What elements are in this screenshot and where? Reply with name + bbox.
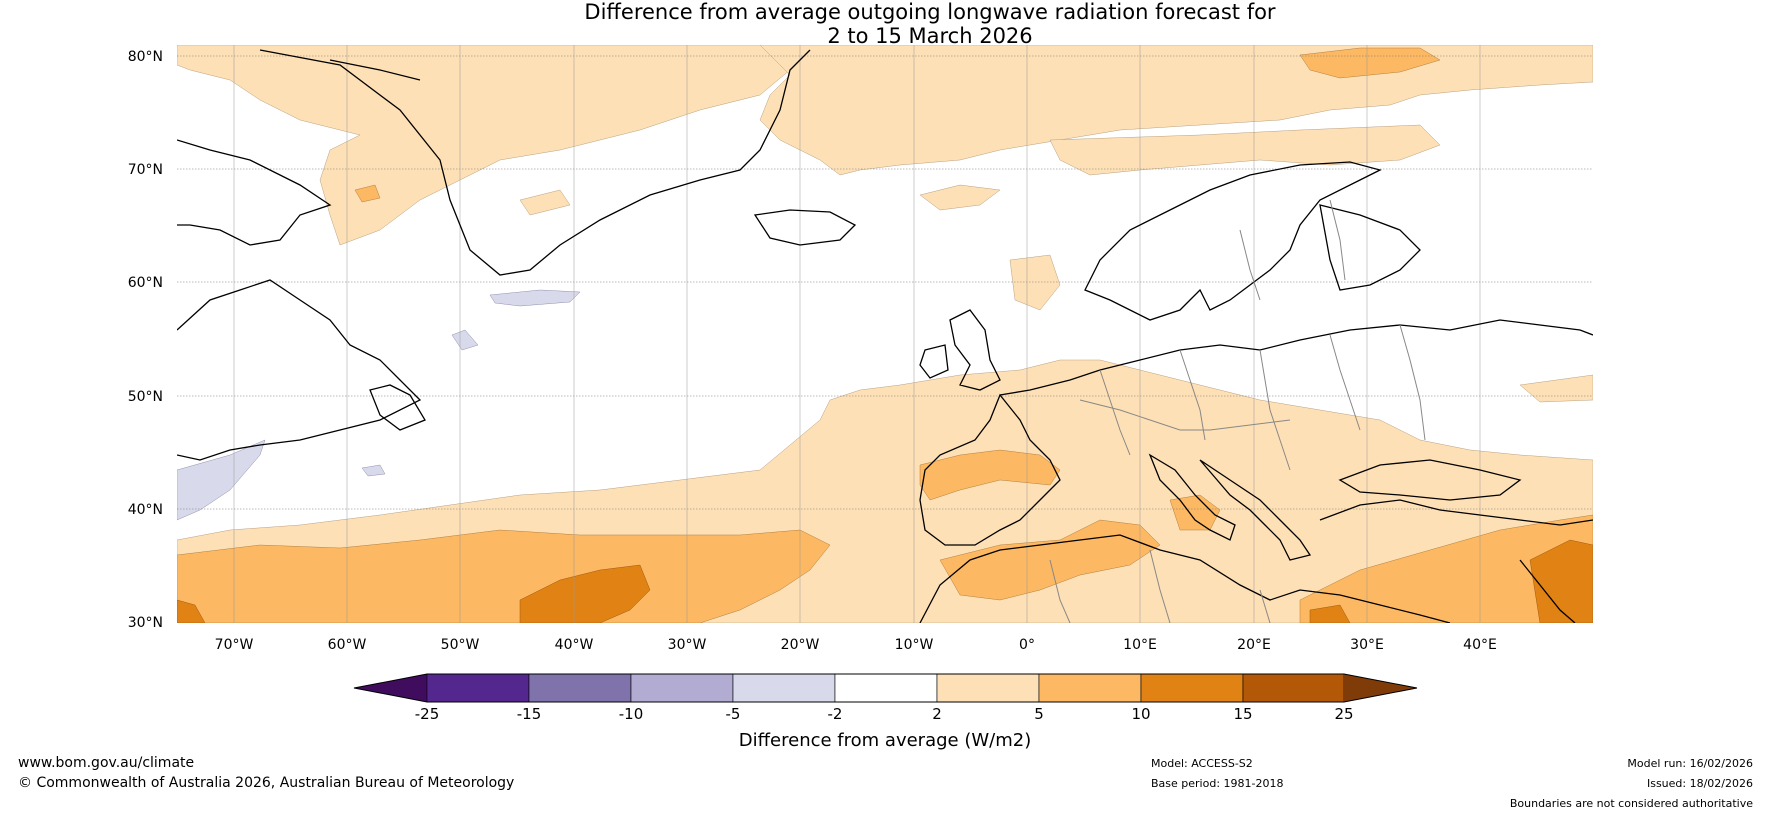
- anomaly-region-dark-atlantic: [519, 564, 651, 623]
- model-text: Model: ACCESS-S2: [1151, 757, 1253, 770]
- lat-label: 40°N: [128, 502, 163, 518]
- anomaly-region-negative-4: [361, 464, 386, 477]
- coast-italy: [1148, 453, 1236, 541]
- website-link[interactable]: www.bom.gov.au/climate: [18, 755, 195, 771]
- gridlines: [177, 55, 1593, 510]
- lat-label: 80°N: [128, 49, 163, 65]
- coast-turkey: [1319, 499, 1593, 526]
- lon-label: 0°: [1019, 637, 1035, 653]
- colorbar: [353, 673, 1418, 703]
- colorbar-tick-label: -15: [517, 705, 542, 723]
- coast-britain: [919, 309, 1001, 391]
- anomaly-region-small-2: [1009, 254, 1061, 311]
- issued-text: Issued: 18/02/2026: [1646, 777, 1753, 790]
- chart-title: Difference from average outgoing longwav…: [230, 0, 1630, 48]
- anomaly-region-small-3: [519, 189, 571, 216]
- anomaly-region-arctic: [177, 45, 801, 246]
- colorbar-tick-label: 15: [1233, 705, 1252, 723]
- anomaly-field: [177, 45, 1593, 623]
- base-period-text: Base period: 1981-2018: [1151, 777, 1284, 790]
- colorbar-tick-label: 10: [1131, 705, 1150, 723]
- anomaly-region-negative-1: [489, 289, 581, 307]
- lon-label: 40°W: [555, 637, 594, 653]
- model-run-text: Model run: 16/02/2026: [1627, 757, 1753, 770]
- lat-label: 60°N: [128, 275, 163, 291]
- lon-label: 50°W: [441, 637, 480, 653]
- colorbar-segment: [1242, 673, 1345, 703]
- coast-finland: [1319, 204, 1421, 291]
- coast-iberia: [919, 393, 1061, 546]
- lon-label: 60°W: [328, 637, 367, 653]
- anomaly-region-dark-west: [177, 599, 206, 623]
- anomaly-region-negative-3: [177, 439, 266, 521]
- colorbar-segment: [528, 673, 632, 703]
- colorbar-title: Difference from average (W/m2): [739, 730, 1031, 751]
- anomaly-region-dark-arabia: [1529, 539, 1593, 623]
- coast-balkans-greece: [1199, 459, 1312, 561]
- lat-label: 70°N: [128, 162, 163, 178]
- colorbar-tick-label: -25: [415, 705, 440, 723]
- anomaly-region-small-1: [919, 184, 1001, 211]
- colorbar-tick-label: 2: [932, 705, 942, 723]
- coastlines: [177, 49, 1593, 623]
- coast-greenland: [259, 49, 811, 276]
- colorbar-segment: [834, 673, 938, 703]
- colorbar-segment: [732, 673, 836, 703]
- anomaly-region-negative-2: [451, 329, 479, 351]
- colorbar-tick-label: -2: [828, 705, 843, 723]
- coast-iceland: [753, 209, 857, 246]
- colorbar-outline: [353, 673, 1418, 703]
- lat-label: 30°N: [128, 615, 163, 631]
- anomaly-region-iberia: [919, 449, 1061, 501]
- coast-europe-mainland: [999, 319, 1593, 396]
- anomaly-region-arctic-east: [759, 45, 1593, 176]
- coast-north-africa: [919, 534, 1451, 623]
- country-borders: [1049, 199, 1426, 623]
- colorbar-extend-high: [1344, 674, 1417, 702]
- anomaly-region-small-4: [1519, 374, 1593, 403]
- lon-axis: 70°W 60°W 50°W 40°W 30°W 20°W 10°W 0° 10…: [215, 637, 1497, 653]
- disclaimer-text: Boundaries are not considered authoritat…: [1509, 797, 1753, 810]
- lon-label: 70°W: [215, 637, 254, 653]
- title-line-1: Difference from average outgoing longwav…: [584, 0, 1276, 24]
- colorbar-segment: [630, 673, 734, 703]
- coast-labrador: [177, 279, 422, 461]
- anomaly-region-small-5: [354, 184, 381, 203]
- meridians: [233, 45, 1481, 623]
- lon-label: 10°E: [1123, 637, 1157, 653]
- copyright-text: © Commonwealth of Australia 2026, Austra…: [18, 775, 515, 791]
- anomaly-region-egypt: [1299, 514, 1593, 623]
- lat-axis: 80°N 70°N 60°N 50°N 40°N 30°N: [128, 49, 163, 631]
- lon-label: 30°W: [668, 637, 707, 653]
- coast-scandinavia: [1084, 161, 1382, 321]
- lon-label: 40°E: [1463, 637, 1497, 653]
- lon-label: 10°W: [895, 637, 934, 653]
- colorbar-tick-label: -5: [726, 705, 741, 723]
- lon-label: 30°E: [1350, 637, 1384, 653]
- lon-label: 20°E: [1237, 637, 1271, 653]
- lat-label: 50°N: [128, 389, 163, 405]
- colorbar-ticks: -25 -15 -10 -5 -2 2 5 10 15 25: [415, 705, 1354, 723]
- colorbar-tick-label: 5: [1034, 705, 1044, 723]
- colorbar-segment: [426, 673, 530, 703]
- colorbar-tick-label: -10: [619, 705, 644, 723]
- colorbar-segment: [1038, 673, 1142, 703]
- colorbar-segment: [1140, 673, 1244, 703]
- lon-label: 20°W: [781, 637, 820, 653]
- colorbar-tick-label: 25: [1334, 705, 1353, 723]
- coast-baffin: [177, 139, 332, 246]
- title-line-2: 2 to 15 March 2026: [827, 24, 1033, 48]
- coast-blacksea: [1338, 459, 1522, 501]
- colorbar-extend-low: [354, 674, 427, 702]
- anomaly-region-atlantic-band: [177, 529, 831, 623]
- coast-newfoundland: [369, 384, 426, 431]
- map-panel: [177, 45, 1593, 623]
- colorbar-segment: [936, 673, 1040, 703]
- anomaly-region-arctic-top: [1299, 47, 1441, 79]
- anomaly-region-dark-libya: [1309, 604, 1351, 623]
- coast-redsea: [1519, 559, 1576, 623]
